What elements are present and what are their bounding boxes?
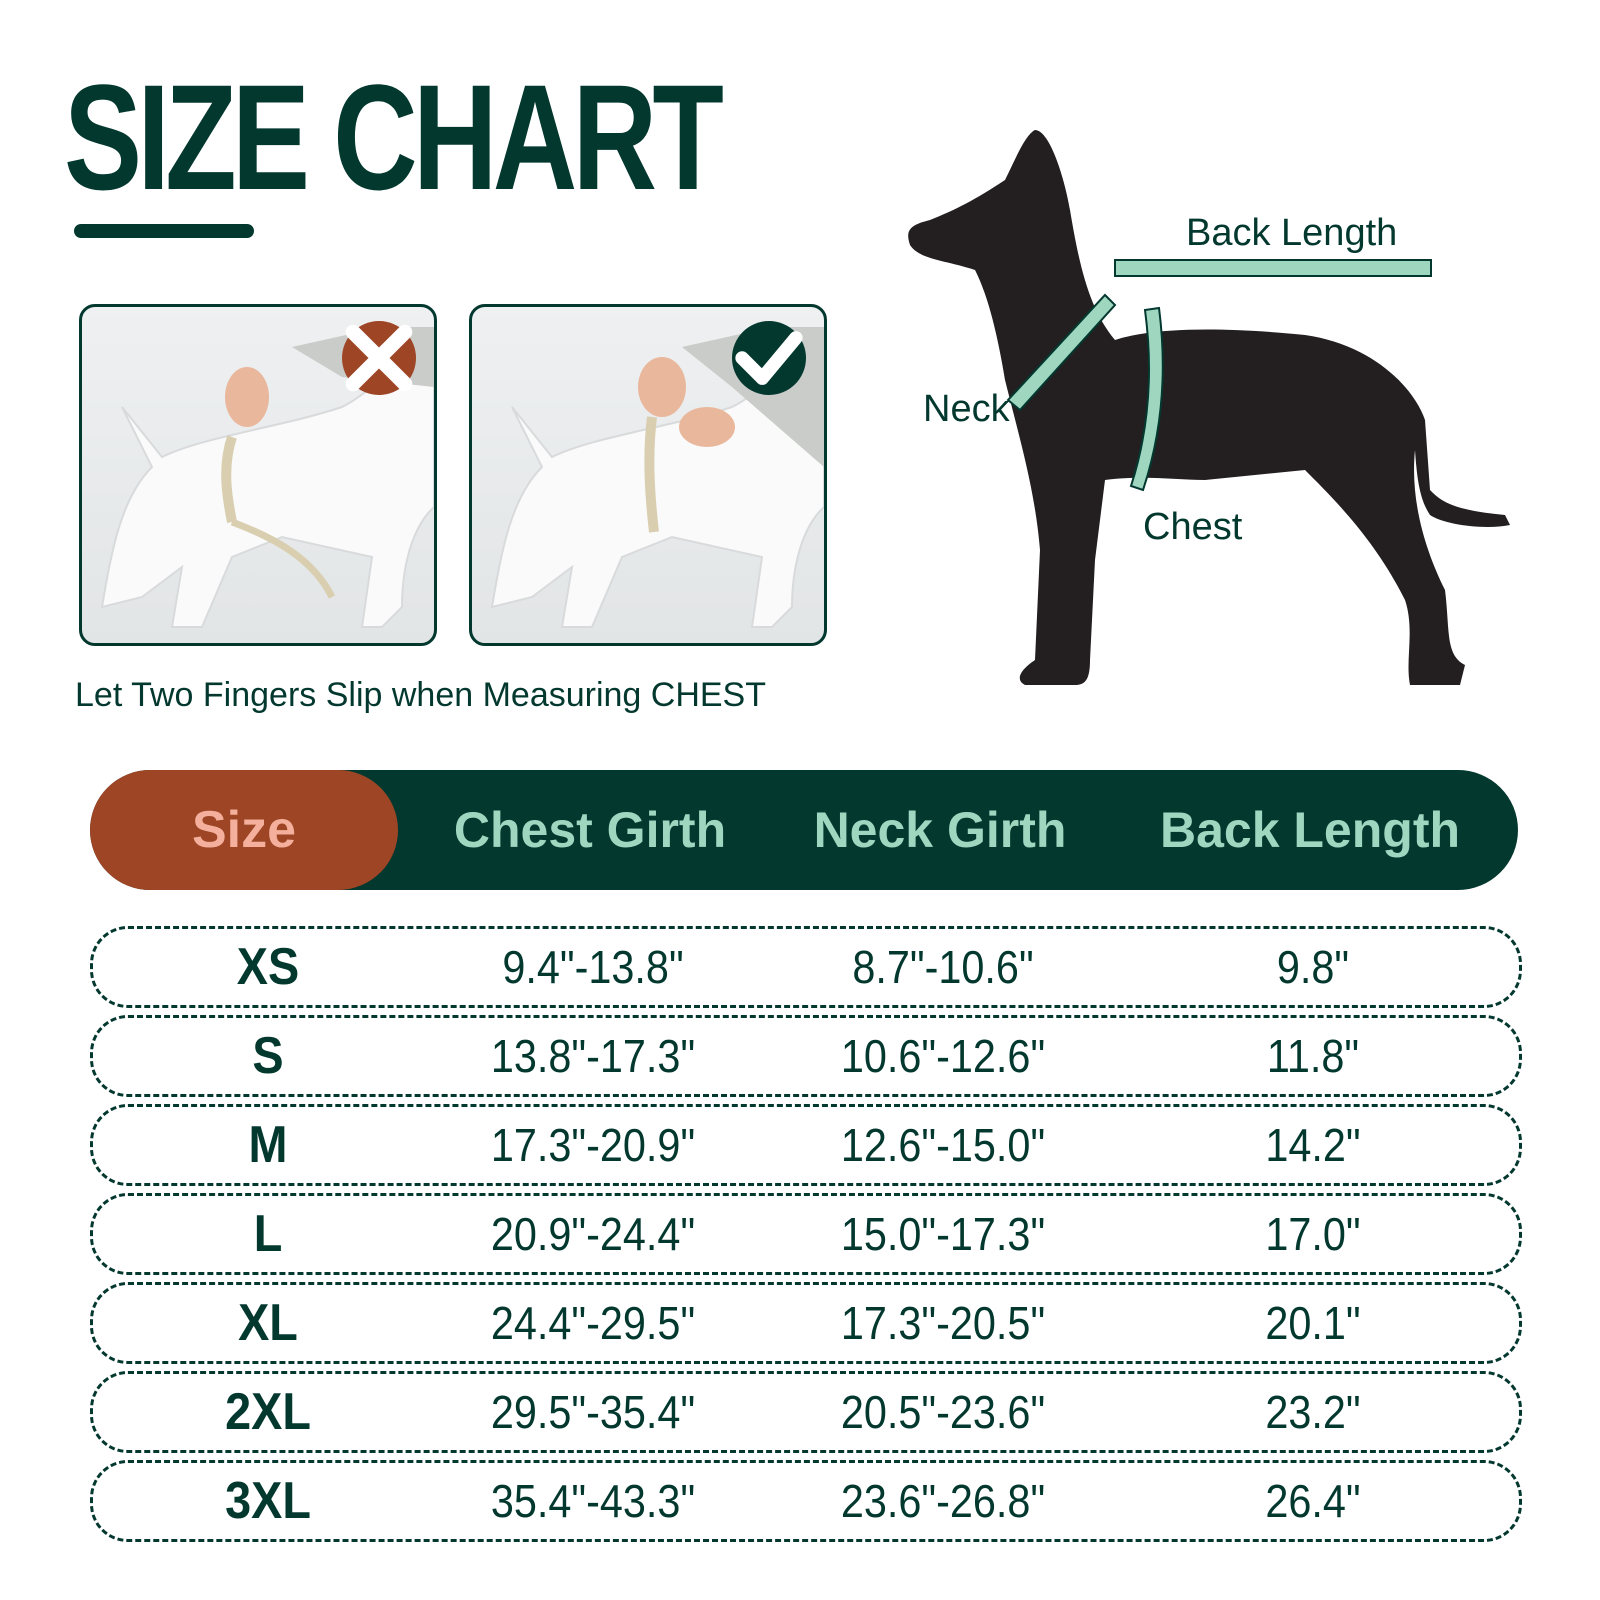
cell-size: S	[252, 1027, 284, 1085]
table-header: Size Chest Girth Neck Girth Back Length	[90, 770, 1518, 890]
check-icon	[732, 321, 806, 395]
cell-back-length: 26.4"	[1265, 1475, 1361, 1527]
table-row: XS 9.4"-13.8" 8.7"-10.6" 9.8"	[90, 926, 1522, 1008]
photo-correct-measuring	[469, 304, 827, 646]
cell-chest-girth: 29.5"-35.4"	[490, 1386, 696, 1438]
cell-back-length: 9.8"	[1276, 941, 1350, 993]
cell-chest-girth: 13.8"-17.3"	[490, 1030, 696, 1082]
cell-back-length: 23.2"	[1265, 1386, 1361, 1438]
table-row: L 20.9"-24.4" 15.0"-17.3" 17.0"	[90, 1193, 1522, 1275]
chest-label: Chest	[1143, 506, 1243, 548]
x-icon	[342, 321, 416, 395]
cell-size: XL	[238, 1294, 298, 1352]
cell-neck-girth: 20.5"-23.6"	[840, 1386, 1046, 1438]
cell-neck-girth: 17.3"-20.5"	[840, 1297, 1046, 1349]
cell-neck-girth: 8.7"-10.6"	[852, 941, 1034, 993]
cell-back-length: 11.8"	[1266, 1030, 1360, 1082]
neck-label: Neck	[923, 388, 1010, 430]
chest-tape	[1129, 306, 1164, 492]
cell-back-length: 14.2"	[1265, 1119, 1361, 1171]
cell-chest-girth: 9.4"-13.8"	[502, 941, 684, 993]
cell-size: 3XL	[225, 1472, 311, 1530]
table-row: XL 24.4"-29.5" 17.3"-20.5" 20.1"	[90, 1282, 1522, 1364]
title-underline	[74, 224, 254, 238]
dog-silhouette-diagram	[908, 130, 1510, 685]
cell-neck-girth: 12.6"-15.0"	[840, 1119, 1046, 1171]
cell-back-length: 17.0"	[1265, 1208, 1361, 1260]
measuring-caption: Let Two Fingers Slip when Measuring CHES…	[75, 676, 767, 714]
table-row: 3XL 35.4"-43.3" 23.6"-26.8" 26.4"	[90, 1460, 1522, 1542]
header-chest-girth: Chest Girth	[453, 802, 727, 858]
header-back-length: Back Length	[1159, 802, 1461, 858]
cell-chest-girth: 17.3"-20.9"	[490, 1119, 696, 1171]
cell-neck-girth: 10.6"-12.6"	[840, 1030, 1046, 1082]
cell-neck-girth: 15.0"-17.3"	[840, 1208, 1046, 1260]
cell-size: 2XL	[225, 1383, 311, 1441]
page-title: SIZE CHART	[64, 53, 724, 221]
cell-size: L	[253, 1205, 283, 1263]
table-row: S 13.8"-17.3" 10.6"-12.6" 11.8"	[90, 1015, 1522, 1097]
back-length-label: Back Length	[1186, 212, 1398, 254]
table-row: M 17.3"-20.9" 12.6"-15.0" 14.2"	[90, 1104, 1522, 1186]
mannequin-image	[490, 327, 824, 628]
header-size: Size	[90, 770, 398, 890]
cell-chest-girth: 20.9"-24.4"	[490, 1208, 696, 1260]
neck-tape	[1006, 293, 1117, 412]
header-neck-girth: Neck Girth	[813, 802, 1067, 858]
back-length-tape	[1114, 259, 1432, 277]
cell-neck-girth: 23.6"-26.8"	[840, 1475, 1046, 1527]
table-row: 2XL 29.5"-35.4" 20.5"-23.6" 23.2"	[90, 1371, 1522, 1453]
cell-size: M	[248, 1116, 288, 1174]
cell-back-length: 20.1"	[1265, 1297, 1361, 1349]
photo-incorrect-measuring	[79, 304, 437, 646]
cell-chest-girth: 24.4"-29.5"	[490, 1297, 696, 1349]
cell-chest-girth: 35.4"-43.3"	[490, 1475, 696, 1527]
cell-size: XS	[236, 938, 300, 996]
